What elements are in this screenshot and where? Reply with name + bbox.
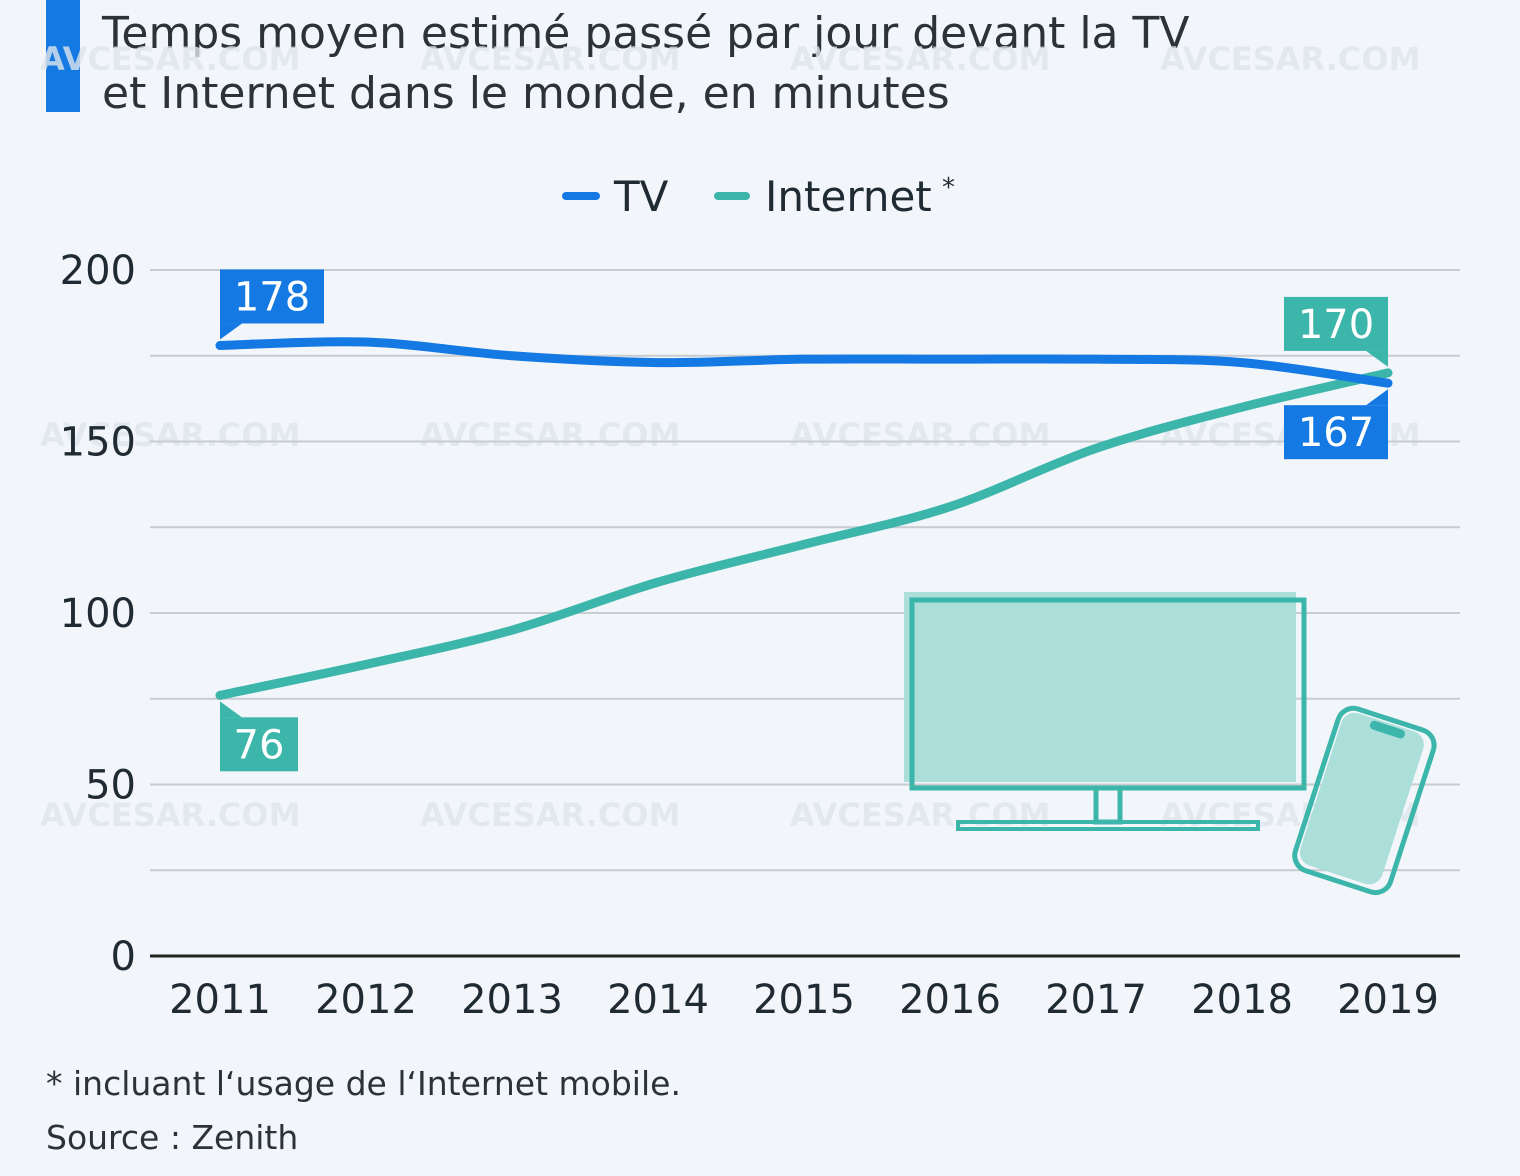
series-line-tv bbox=[215, 337, 1393, 388]
phone-illustration bbox=[1292, 705, 1437, 896]
data-label: 170 bbox=[1298, 302, 1374, 348]
legend-internet-asterisk: * bbox=[942, 173, 955, 203]
x-tick-label: 2017 bbox=[1045, 977, 1147, 1023]
legend: TV Internet * bbox=[562, 172, 955, 221]
y-tick-label: 150 bbox=[60, 420, 136, 466]
data-label-pointer bbox=[220, 701, 242, 718]
phone-notch bbox=[1369, 720, 1405, 739]
y-tick-label: 0 bbox=[111, 934, 136, 980]
chart-title: Temps moyen estimé passé par jour devant… bbox=[102, 4, 1462, 124]
chart-title-line-2: et Internet dans le monde, en minutes bbox=[102, 68, 950, 119]
y-tick-label: 100 bbox=[60, 591, 136, 637]
watermark-text: AVCESAR.COM bbox=[790, 416, 1050, 454]
data-label-box bbox=[1284, 296, 1388, 351]
x-tick-label: 2013 bbox=[461, 977, 563, 1023]
legend-tv-label: TV bbox=[613, 172, 669, 221]
tv-screen bbox=[904, 592, 1296, 782]
x-tick-label: 2015 bbox=[753, 977, 855, 1023]
data-label: 178 bbox=[234, 274, 310, 320]
phone-body-fill bbox=[1299, 712, 1424, 885]
y-tick-label: 200 bbox=[60, 248, 136, 294]
x-tick-label: 2014 bbox=[607, 977, 709, 1023]
watermark-text: AVCESAR.COM bbox=[420, 796, 680, 834]
data-label-pointer bbox=[1366, 350, 1388, 367]
x-axis-ticks: 2011 2012 2013 2014 2015 2016 2017 2018 2019 bbox=[169, 977, 1439, 1023]
tv-illustration bbox=[904, 592, 1307, 831]
x-tick-label: 2012 bbox=[315, 977, 417, 1023]
legend-internet-label: Internet bbox=[765, 172, 932, 221]
data-label-pointer bbox=[220, 323, 242, 340]
watermark-text: AVCESAR.COM bbox=[40, 796, 300, 834]
data-label-box bbox=[1284, 405, 1388, 460]
series-line-internet bbox=[215, 368, 1393, 700]
x-tick-label: 2016 bbox=[899, 977, 1001, 1023]
x-tick-label: 2019 bbox=[1337, 977, 1439, 1023]
series-layer bbox=[215, 337, 1393, 700]
phone-body bbox=[1292, 705, 1437, 896]
title-accent-bar bbox=[46, 0, 80, 112]
chart-title-line-1: Temps moyen estimé passé par jour devant… bbox=[102, 8, 1190, 59]
data-label: 76 bbox=[234, 722, 285, 768]
watermark-text: AVCESAR.COM bbox=[40, 40, 300, 78]
watermark-text: AVCESAR.COM bbox=[790, 40, 1050, 78]
watermark-text: AVCESAR.COM bbox=[1160, 40, 1420, 78]
watermark-text: AVCESAR.COM bbox=[420, 416, 680, 454]
x-tick-label: 2018 bbox=[1191, 977, 1293, 1023]
y-tick-label: 50 bbox=[85, 763, 136, 809]
data-label: 167 bbox=[1298, 410, 1374, 456]
x-tick-label: 2011 bbox=[169, 977, 271, 1023]
footnote: * incluant l‘usage de l‘Internet mobile. bbox=[46, 1064, 681, 1103]
tv-stand-base bbox=[956, 820, 1260, 831]
watermark-text: AVCESAR.COM bbox=[40, 416, 300, 454]
data-label-box bbox=[220, 269, 324, 324]
source-note: Source : Zenith bbox=[46, 1118, 299, 1157]
data-label-layer: 178 170 167 76 bbox=[220, 269, 1388, 772]
data-label-pointer bbox=[1366, 389, 1388, 406]
data-label-box bbox=[220, 717, 298, 772]
watermark-text: AVCESAR.COM bbox=[420, 40, 680, 78]
tv-stand-neck bbox=[1093, 785, 1123, 825]
y-axis-ticks: 0 50 100 150 200 bbox=[60, 248, 136, 980]
